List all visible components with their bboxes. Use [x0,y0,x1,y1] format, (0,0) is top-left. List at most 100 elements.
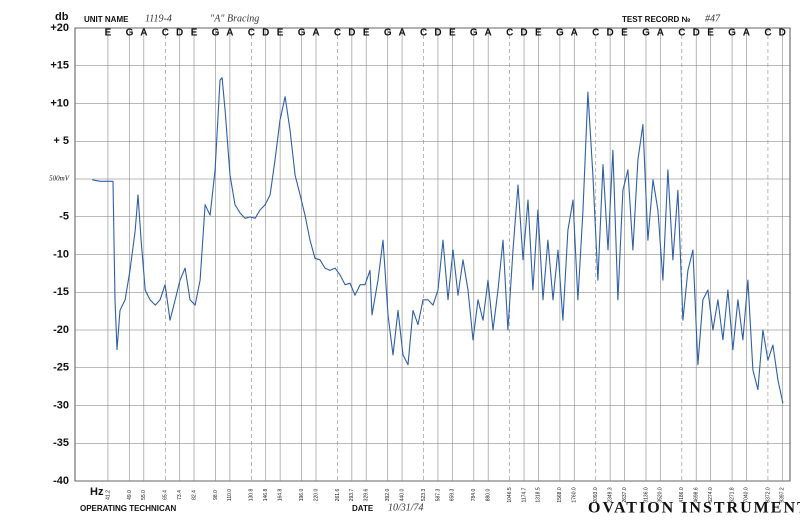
note-label: G [384,28,392,39]
note-label: G [212,28,220,39]
unit-name: 1119-4 [145,13,172,24]
x-tick-label: 2349.3 [607,487,613,503]
x-tick-label: 2093.0 [593,487,599,503]
x-tick-label: 49.0 [127,490,133,500]
note-label: G [728,28,736,39]
x-tick-label: 164.8 [277,489,283,502]
x-tick-label: 7040.0 [744,487,750,503]
x-tick-label: 880.0 [485,489,491,502]
note-label: E [535,28,542,39]
x-tick-label: 1318.5 [536,487,542,503]
note-label: C [592,28,599,39]
note-label: E [621,28,628,39]
y-tick-label: -35 [53,437,69,449]
x-tick-label: 82.4 [191,490,197,500]
note-label: A [657,28,664,39]
x-tick-label: 196.0 [299,489,305,502]
note-label: C [678,28,685,39]
x-tick-label: 659.3 [450,489,456,502]
y-tick-label: +15 [50,60,69,72]
description: "A" Bracing [210,13,259,24]
note-label: D [693,28,700,39]
note-label: C [334,28,341,39]
note-label: C [764,28,771,39]
y-tick-label: -20 [53,324,69,336]
y-axis-label: db [55,11,69,23]
x-tick-label: 5274.0 [708,487,714,503]
x-tick-label: 110.0 [227,489,233,501]
note-label: D [520,28,527,39]
note-label: E [191,28,198,39]
x-tick-label: 3520.0 [658,487,664,503]
x-tick-label: 392.0 [385,489,391,502]
x-tick-label: 4698.6 [694,487,700,503]
y-tick-label: -5 [59,211,69,223]
x-tick-label: 73.4 [177,490,183,500]
response-line [92,77,784,404]
note-label: A [743,28,750,39]
note-label: E [707,28,714,39]
x-tick-label: 1046.5 [507,487,513,503]
x-tick-label: 261.6 [335,489,341,502]
note-label: A [485,28,492,39]
note-label: D [176,28,183,39]
note-label: C [248,28,255,39]
note-label: A [398,28,405,39]
brand: OVATION INSTRUMENTS [588,500,800,517]
date-label: DATE [352,504,374,513]
x-tick-label: 1760.0 [572,487,578,503]
note-label: D [434,28,441,39]
x-tick-label: 41.2 [105,490,111,500]
y-tick-label: -10 [53,248,69,260]
y-tick-label: -25 [53,362,69,374]
x-tick-label: 784.0 [471,489,477,502]
y-tick-label: -30 [53,399,69,411]
x-tick-label: 293.7 [349,489,355,502]
note-label: C [506,28,513,39]
note-label: E [105,28,112,39]
note-label: G [642,28,650,39]
date: 10/31/74 [388,502,424,513]
x-tick-label: 220.0 [313,489,319,502]
note-label: A [571,28,578,39]
test-record-label: TEST RECORD № [622,15,691,24]
note-label: E [277,28,284,39]
x-tick-label: 146.8 [263,489,269,502]
note-label: D [262,28,269,39]
x-axis-label: Hz [90,486,104,498]
x-tick-label: 587.3 [435,489,441,502]
note-label: A [226,28,233,39]
note-label: C [162,28,169,39]
note-label: G [298,28,306,39]
note-label: E [449,28,456,39]
x-tick-label: 130.8 [249,489,255,502]
x-tick-label: 4186.0 [679,487,685,503]
note-label: G [126,28,134,39]
x-tick-label: 65.4 [163,490,169,500]
x-tick-label: 9397.2 [780,487,786,503]
note-label: E [363,28,370,39]
x-tick-label: 8372.0 [765,487,771,503]
x-tick-label: 523.3 [421,489,427,502]
x-tick-label: 55.0 [141,490,147,500]
y-tick-label: +10 [50,97,69,109]
note-label: A [312,28,319,39]
y-tick-label: -15 [53,286,69,298]
x-tick-label: 6271.8 [729,487,735,503]
x-tick-label: 1174.7 [521,487,527,502]
note-label: D [348,28,355,39]
y-tick-label: 500mV [49,175,70,183]
note-label: D [606,28,613,39]
x-tick-label: 2637.0 [622,487,628,503]
test-record: #47 [705,13,721,24]
x-tick-label: 3136.0 [643,487,649,503]
note-label: D [779,28,786,39]
x-tick-label: 98.0 [213,490,219,500]
y-tick-label: + 5 [53,135,69,147]
x-tick-label: 1568.0 [557,487,563,503]
technician-label: OPERATING TECHNICAN [80,504,177,513]
note-label: C [420,28,427,39]
note-label: G [470,28,478,39]
x-tick-label: 329.6 [364,489,370,502]
